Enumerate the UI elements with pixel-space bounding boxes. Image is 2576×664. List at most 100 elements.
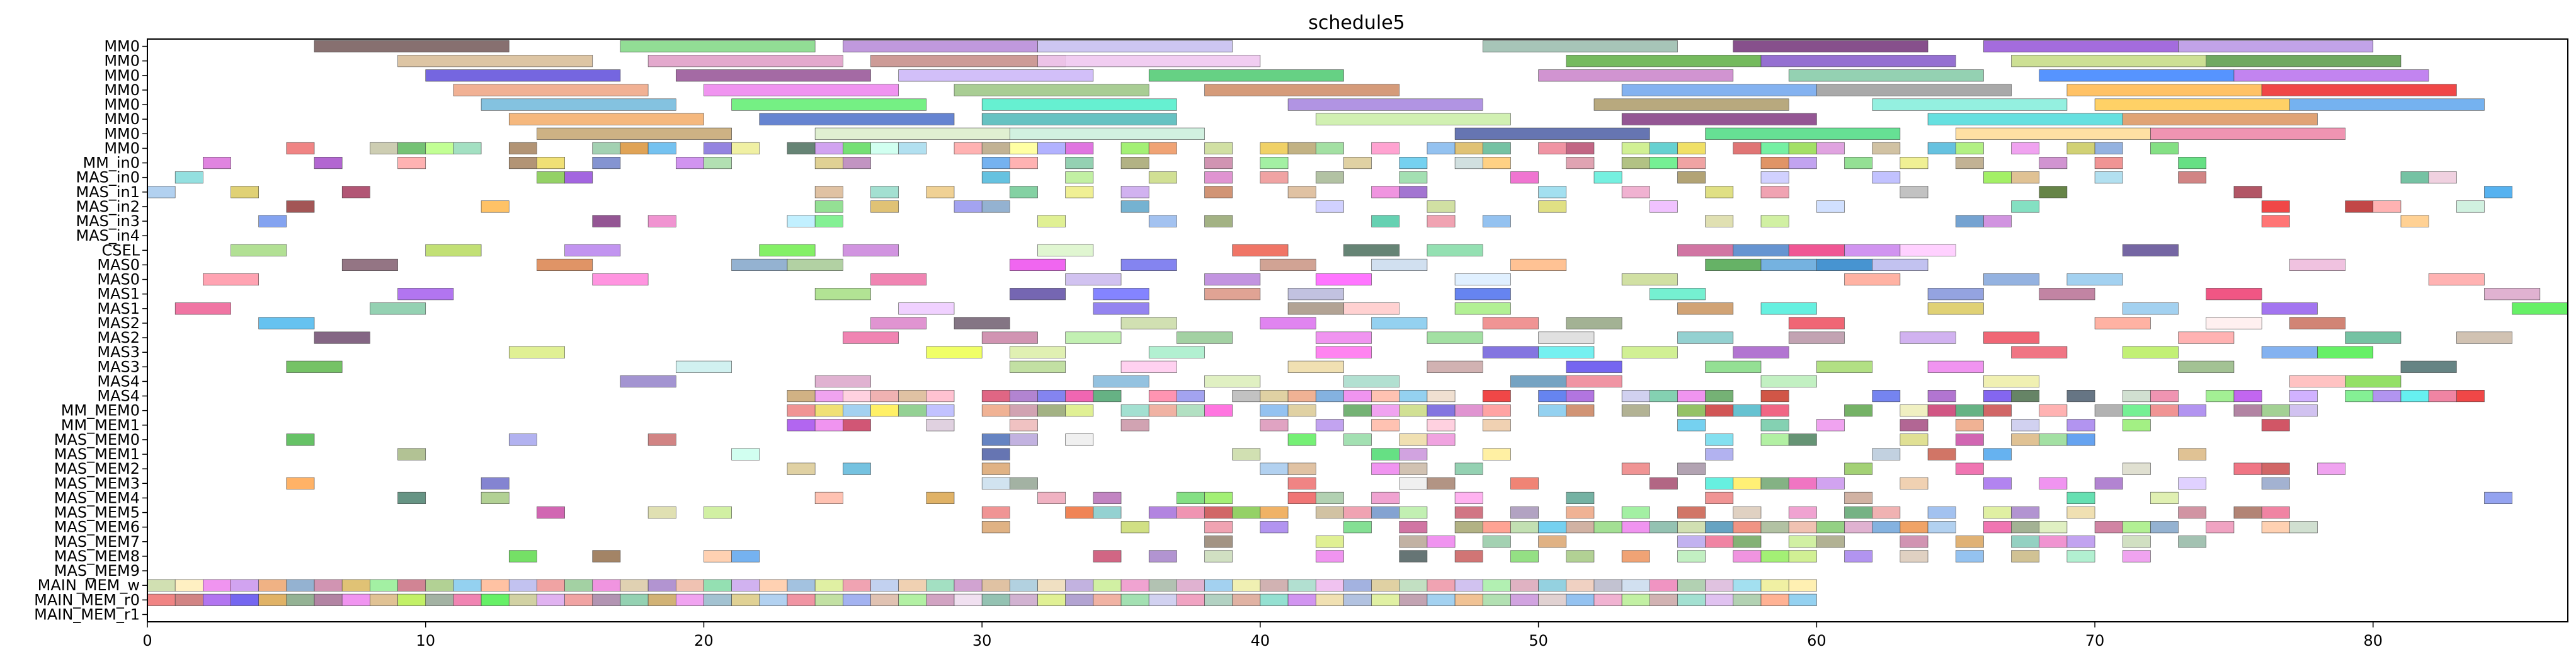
task-bar xyxy=(926,346,983,358)
task-bar xyxy=(1566,593,1595,606)
task-bar xyxy=(1315,113,1511,125)
task-bar xyxy=(2150,142,2179,154)
task-bar xyxy=(954,200,983,213)
task-bar xyxy=(397,491,426,504)
task-bar xyxy=(1955,157,1984,169)
task-bar xyxy=(1760,419,1789,432)
task-bar xyxy=(1204,593,1233,606)
task-bar xyxy=(341,186,370,198)
task-bar xyxy=(1454,127,1650,140)
task-bar xyxy=(1844,404,1872,417)
task-bar xyxy=(1538,69,1734,82)
x-tick-label: 80 xyxy=(2364,632,2383,650)
task-bar xyxy=(1427,200,1456,213)
task-bar xyxy=(2066,507,2095,519)
task-bar xyxy=(1427,404,1456,417)
task-bar xyxy=(1427,535,1456,548)
task-bar xyxy=(1621,157,1650,169)
task-bar xyxy=(1399,579,1428,592)
task-bar xyxy=(1204,521,1233,534)
y-tick-label: MAS_in1 xyxy=(76,183,140,201)
task-bar xyxy=(2011,200,2040,213)
task-bar xyxy=(1454,273,1511,286)
task-bar xyxy=(1788,535,1817,548)
task-bar xyxy=(1760,375,1817,387)
task-bar xyxy=(1177,507,1205,519)
task-bar xyxy=(425,142,454,154)
task-bar xyxy=(1705,491,1734,504)
task-bar xyxy=(1955,433,1984,446)
task-bar xyxy=(1788,477,1817,489)
task-bar xyxy=(2373,200,2402,213)
task-bar xyxy=(2094,98,2290,111)
task-bar xyxy=(1872,98,2068,111)
task-bar xyxy=(1260,419,1289,432)
task-bar xyxy=(731,550,760,563)
task-bar xyxy=(1177,491,1205,504)
task-bar xyxy=(1454,404,1483,417)
task-bar xyxy=(1260,521,1289,534)
task-bar xyxy=(1760,550,1789,563)
task-bar xyxy=(1010,127,1205,140)
task-bar xyxy=(814,579,843,592)
task-bar xyxy=(814,491,843,504)
task-bar xyxy=(759,113,955,125)
task-bar xyxy=(2484,186,2512,198)
task-bar xyxy=(1733,40,1929,53)
task-bar xyxy=(508,157,537,169)
task-bar xyxy=(1900,535,1929,548)
task-bar xyxy=(2400,171,2429,184)
task-bar xyxy=(1650,200,1678,213)
y-tick-label: MM0 xyxy=(104,110,140,128)
task-bar xyxy=(1621,593,1650,606)
task-bar xyxy=(1621,507,1650,519)
task-bar xyxy=(1260,171,1289,184)
task-bar xyxy=(1065,579,1094,592)
task-bar xyxy=(1204,157,1233,169)
task-bar xyxy=(1315,419,1344,432)
task-bar xyxy=(981,200,1010,213)
task-bar xyxy=(1427,433,1456,446)
task-bar xyxy=(1204,579,1233,592)
task-bar xyxy=(1037,404,1066,417)
task-bar xyxy=(1204,273,1261,286)
task-bar xyxy=(1148,142,1177,154)
task-bar xyxy=(1705,215,1734,227)
task-bar xyxy=(1010,346,1066,358)
task-bar xyxy=(843,419,871,432)
task-bar xyxy=(759,593,788,606)
task-bar xyxy=(1454,579,1483,592)
task-bar xyxy=(2066,491,2095,504)
task-bar xyxy=(1260,157,1289,169)
task-bar xyxy=(1593,171,1622,184)
task-bar xyxy=(675,360,732,373)
task-bar xyxy=(1538,535,1567,548)
task-bar xyxy=(981,404,1010,417)
task-bar xyxy=(2206,288,2262,301)
task-bar xyxy=(1010,186,1038,198)
task-bar xyxy=(1650,477,1678,489)
task-bar xyxy=(1204,491,1233,504)
task-bar xyxy=(1983,448,2012,461)
task-bar xyxy=(2122,550,2151,563)
task-bar xyxy=(1844,244,1901,256)
task-bar xyxy=(1371,507,1400,519)
task-bar xyxy=(1510,521,1539,534)
task-bar xyxy=(1454,491,1483,504)
y-tick-label: MAIN_MEM_r1 xyxy=(34,605,140,623)
y-tick-label: MAIN_MEM_r0 xyxy=(34,591,140,609)
y-tick-label: MAS_MEM1 xyxy=(54,445,140,463)
task-bar xyxy=(981,331,1038,344)
task-bar xyxy=(2178,404,2207,417)
task-bar xyxy=(843,244,899,256)
task-bar xyxy=(1788,579,1817,592)
task-bar xyxy=(1315,579,1344,592)
task-bar xyxy=(1148,507,1177,519)
y-axis-labels: MM0MM0MM0MM0MM0MM0MM0MM0MM_in0MAS_in0MAS… xyxy=(34,38,147,623)
task-bar xyxy=(1343,521,1372,534)
task-bar xyxy=(1816,84,2012,96)
task-bar xyxy=(1650,390,1678,403)
task-bar xyxy=(870,404,899,417)
task-bar xyxy=(1677,171,1706,184)
task-bar xyxy=(814,288,871,301)
